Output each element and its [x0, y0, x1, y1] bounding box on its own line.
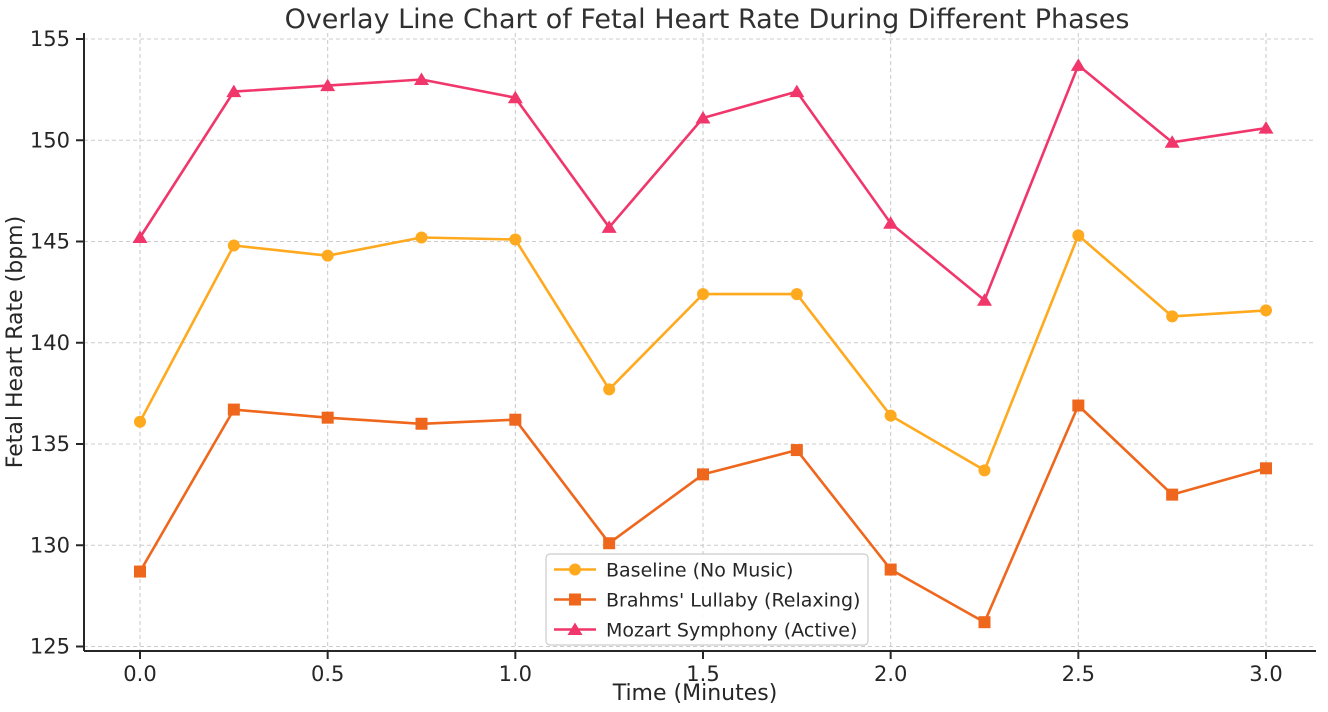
data-point-marker	[226, 84, 242, 98]
data-point-marker	[977, 293, 992, 306]
data-point-marker	[1070, 58, 1086, 71]
series-1	[134, 399, 1272, 629]
gridlines	[84, 33, 1316, 651]
y-tick-label: 125	[30, 635, 70, 659]
data-point-marker	[134, 415, 146, 428]
data-point-marker	[697, 288, 709, 301]
data-point-marker	[1164, 135, 1180, 148]
data-point-marker	[1260, 304, 1272, 317]
y-tick-label: 135	[30, 432, 70, 456]
x-tick-label: 1.0	[499, 662, 532, 686]
data-point-marker	[695, 110, 711, 124]
data-point-marker	[884, 409, 897, 422]
data-point-marker	[509, 233, 522, 246]
legend-item-label: Baseline (No Music)	[606, 560, 793, 582]
legend-marker	[569, 563, 581, 576]
legend-marker	[567, 622, 583, 635]
legend-box	[545, 553, 869, 646]
data-point-marker	[227, 403, 240, 416]
x-tick-label: 0.0	[123, 662, 156, 686]
data-point-marker	[1072, 399, 1085, 412]
data-point-marker	[603, 537, 616, 550]
data-point-marker	[1166, 488, 1179, 501]
data-point-marker	[601, 220, 617, 233]
data-point-marker	[132, 230, 148, 243]
data-point-marker	[320, 78, 336, 92]
legend-marker	[569, 593, 581, 606]
x-tick-label: 2.0	[874, 662, 907, 686]
legend-item: Brahms' Lullaby (Relaxing)	[554, 590, 860, 612]
data-point-marker	[321, 249, 334, 262]
y-tick-label: 130	[30, 533, 70, 557]
axes: 125 130 135 140 145 150 155 0.0 0.5 1.0 1.5 2.0 2.5 3…	[30, 27, 1316, 686]
data-point-marker	[884, 563, 897, 576]
legend-item: Mozart Symphony (Active)	[554, 620, 857, 642]
data-point-marker	[507, 90, 523, 104]
data-point-marker	[134, 565, 146, 578]
chart-title: Overlay Line Chart of Fetal Heart Rate D…	[285, 4, 1130, 35]
data-point-marker	[978, 616, 991, 629]
data-point-marker	[227, 239, 240, 252]
data-point-marker	[415, 231, 428, 244]
data-point-marker	[790, 444, 803, 457]
x-tick-label: 0.5	[311, 662, 344, 686]
series-0	[134, 229, 1272, 477]
y-axis-label: Fetal Heart Rate (bpm)	[3, 216, 28, 468]
data-point-marker	[978, 464, 991, 477]
data-point-marker	[509, 413, 522, 426]
data-point-marker	[414, 72, 429, 85]
data-point-marker	[1258, 121, 1274, 134]
legend-item: Baseline (No Music)	[554, 560, 793, 582]
data-point-marker	[321, 411, 334, 424]
x-tick-label: 1.5	[686, 662, 719, 686]
legend-item-label: Mozart Symphony (Active)	[606, 620, 857, 642]
data-point-marker	[603, 383, 616, 396]
series-2	[132, 58, 1274, 306]
data-point-marker	[415, 417, 428, 430]
x-tick-label: 2.5	[1062, 662, 1095, 686]
x-axis-label: Time (Minutes)	[612, 681, 778, 706]
y-tick-label: 140	[30, 331, 70, 355]
data-point-marker	[883, 216, 899, 229]
data-point-marker	[697, 468, 709, 481]
legend-item-label: Brahms' Lullaby (Relaxing)	[606, 590, 860, 612]
data-point-marker	[1260, 462, 1272, 475]
data-point-marker	[1166, 310, 1179, 323]
y-tick-label: 155	[30, 27, 70, 51]
legend: Baseline (No Music) Brahms' Lullaby (Rela…	[545, 553, 869, 646]
x-tick-label: 3.0	[1249, 662, 1282, 686]
data-point-marker	[1072, 229, 1085, 242]
data-point-marker	[790, 288, 803, 301]
series	[132, 58, 1274, 629]
y-tick-label: 150	[30, 128, 70, 152]
data-point-marker	[789, 84, 805, 98]
y-tick-label: 145	[30, 230, 70, 254]
